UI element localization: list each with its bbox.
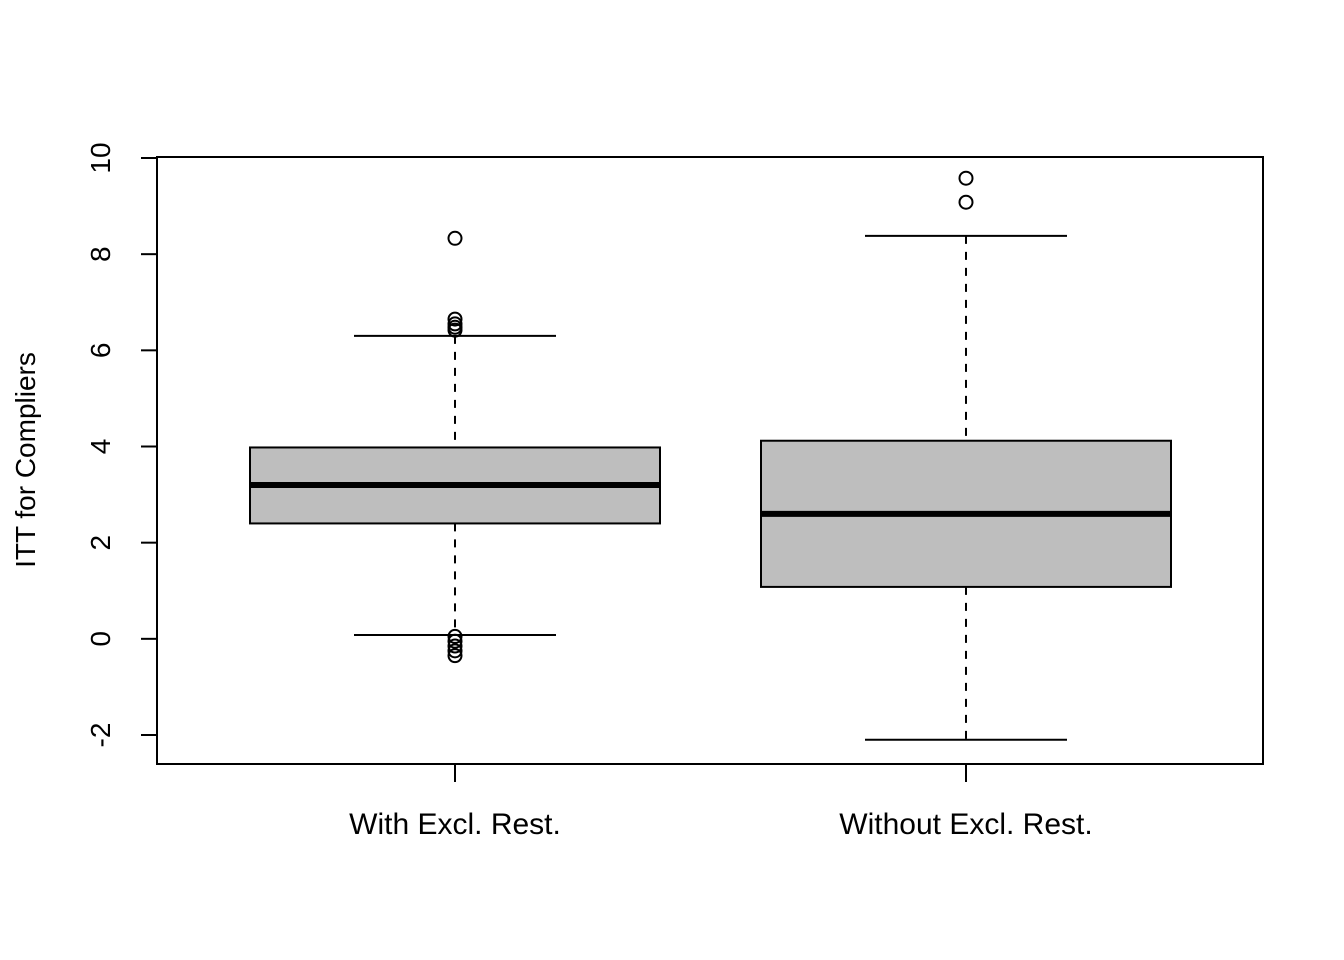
y-axis-title: ITT for Compliers [10, 352, 41, 568]
outlier-point [958, 194, 974, 210]
y-tick-label: 4 [85, 439, 116, 455]
outlier-point [447, 648, 463, 664]
y-tick-label: 2 [85, 535, 116, 551]
x-category-label: With Excl. Rest. [349, 808, 561, 841]
y-axis: -2 0 2 4 6 8 10 [85, 142, 157, 747]
outlier-point [447, 230, 463, 246]
y-tick-label: 6 [85, 343, 116, 359]
outlier-point [447, 638, 463, 654]
y-tick-label: -2 [85, 723, 116, 748]
y-tick-label: 8 [85, 246, 116, 262]
boxes [249, 170, 1172, 741]
y-tick-label: 0 [85, 631, 116, 647]
outlier-point [447, 628, 463, 644]
x-category-label: Without Excl. Rest. [839, 808, 1092, 841]
plot-frame [156, 156, 1264, 765]
outlier-point [447, 322, 463, 338]
outlier-point [958, 170, 974, 186]
x-axis: With Excl. Rest. Without Excl. Rest. [349, 764, 1093, 841]
outlier-point [447, 633, 463, 649]
box-group [249, 230, 661, 664]
box-group [760, 170, 1172, 741]
outlier-point [447, 643, 463, 659]
y-tick-label: 10 [85, 142, 116, 173]
outlier-point [447, 311, 463, 327]
